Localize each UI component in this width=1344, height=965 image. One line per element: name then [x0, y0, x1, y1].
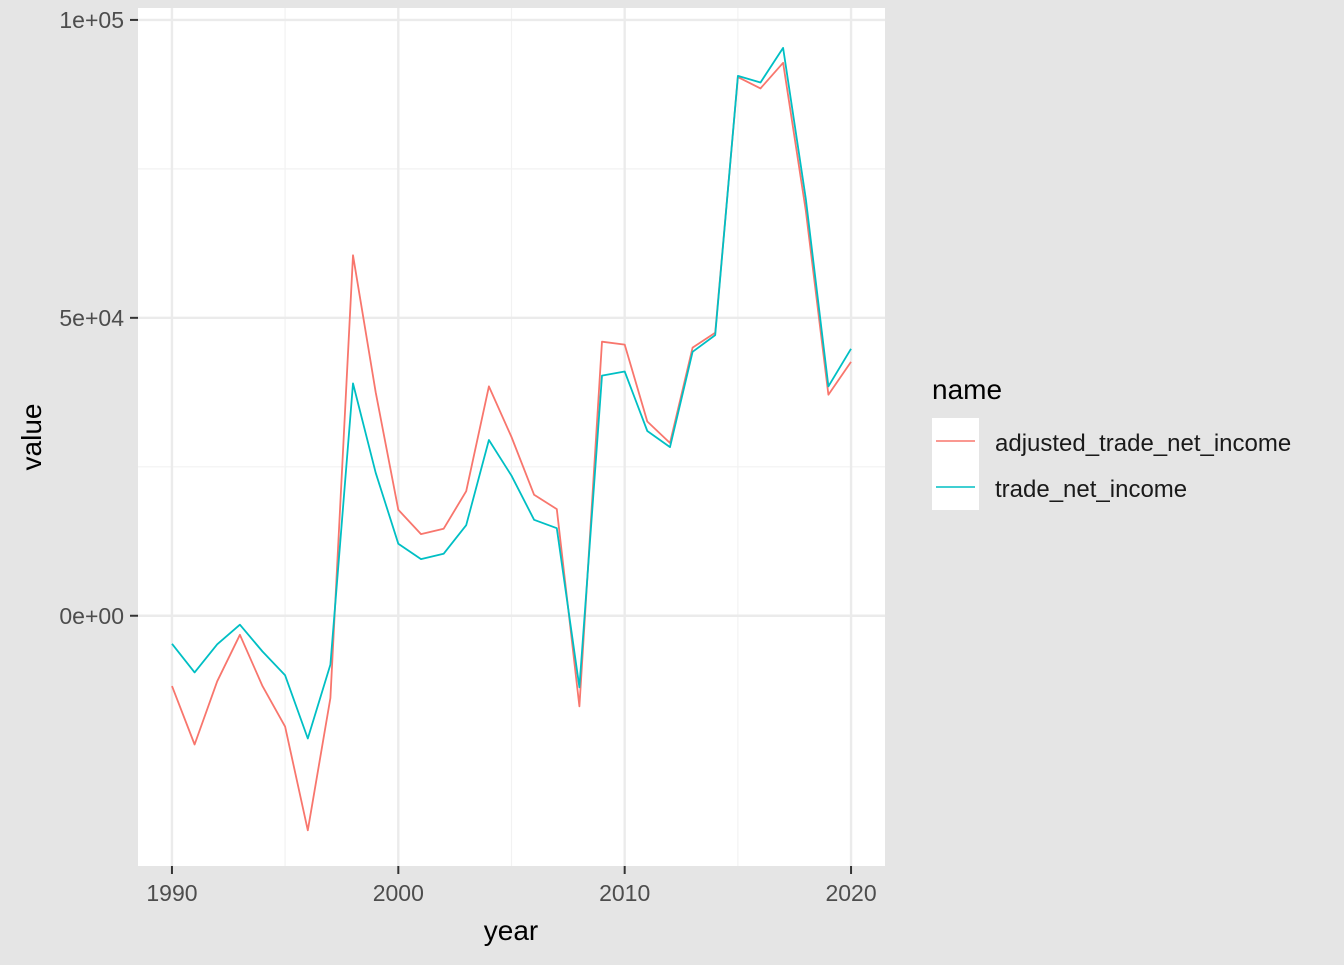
- legend-label-trade-net-income: trade_net_income: [995, 476, 1187, 503]
- y-tick-label: 0e+00: [59, 603, 124, 629]
- legend-title: name: [932, 374, 1002, 405]
- y-tick-label: 1e+05: [59, 7, 124, 33]
- x-tick-label: 2010: [599, 880, 650, 906]
- x-axis-label: year: [484, 915, 538, 946]
- legend-label-adjusted-trade-net-income: adjusted_trade_net_income: [995, 430, 1291, 457]
- grid: [138, 8, 885, 866]
- x-tick-label: 2020: [825, 880, 876, 906]
- axes: 1990 2000 2010 2020 0e+00 5e+04 1e+05: [59, 7, 876, 906]
- y-axis-label: value: [16, 404, 47, 471]
- x-tick-label: 2000: [373, 880, 424, 906]
- series-line-trade-net-income: [171, 47, 852, 740]
- series-lines: [171, 47, 852, 832]
- y-tick-label: 5e+04: [59, 305, 124, 331]
- x-tick-label: 1990: [146, 880, 197, 906]
- legend: name adjusted_trade_net_income trade_net…: [932, 374, 1291, 510]
